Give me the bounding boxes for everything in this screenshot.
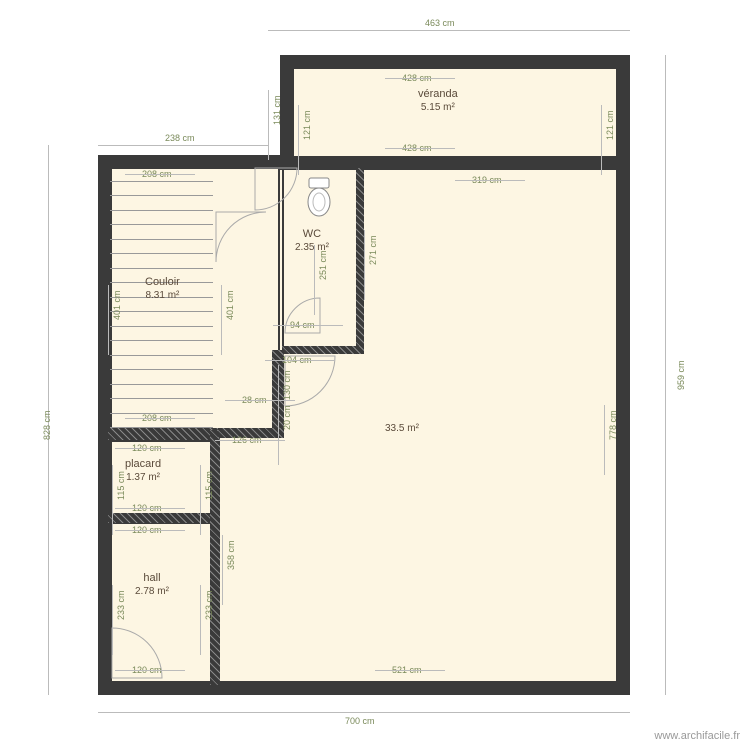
inner-dim-11: 271 cm <box>368 235 378 265</box>
wall-couloir-bottom <box>108 428 218 440</box>
door-3 <box>285 298 325 338</box>
hall-name: hall <box>143 572 160 584</box>
wall-hall-right <box>210 430 220 685</box>
hall-area: 2.78 m² <box>135 586 169 597</box>
couloir-area: 8.31 m² <box>145 290 179 301</box>
wall-placard-bottom <box>108 513 214 523</box>
dim-top-left: 238 cm <box>165 133 195 143</box>
toilet-fixture <box>305 178 333 218</box>
wc-name: WC <box>303 228 321 240</box>
door-2 <box>216 212 271 267</box>
inner-dim-7: 401 cm <box>112 290 122 320</box>
floorplan-canvas: 463 cm 238 cm 959 cm 828 cm 700 cm <box>0 0 750 750</box>
dim-top-full-line <box>268 30 630 31</box>
wall-veranda-bottom <box>280 158 630 168</box>
inner-dim-2: 121 cm <box>302 110 312 140</box>
label-veranda: véranda 5.15 m² <box>418 88 458 114</box>
dim-bottom-full-line <box>98 712 630 713</box>
dim-right-full-line <box>665 55 666 695</box>
placard-name: placard <box>125 458 161 470</box>
wall-veranda-top <box>280 55 630 67</box>
wall-left-ext <box>98 155 110 695</box>
inner-dim-25: 233 cm <box>204 590 214 620</box>
inner-dim-21: 115 cm <box>204 471 214 500</box>
inner-dim-16: 20 cm <box>282 405 292 430</box>
label-hall: hall 2.78 m² <box>135 572 169 598</box>
watermark: www.archifacile.fr <box>654 730 740 742</box>
inner-dim-26: 358 cm <box>226 540 236 570</box>
dim-top-left-line <box>98 145 268 146</box>
veranda-area: 5.15 m² <box>421 102 455 113</box>
main-area: 33.5 m² <box>385 423 419 434</box>
inner-dim-4: 131 cm <box>272 95 282 125</box>
dim-bottom-full: 700 cm <box>345 716 375 726</box>
dim-left-full: 828 cm <box>42 410 52 440</box>
inner-dim-8: 401 cm <box>225 290 235 320</box>
wall-veranda-right <box>618 55 630 695</box>
label-placard: placard 1.37 m² <box>125 458 161 484</box>
inner-dim-24: 233 cm <box>116 590 126 620</box>
inner-dim-14: 130 cm <box>282 370 292 400</box>
inner-dim-27: 778 cm <box>608 410 618 440</box>
wall-wc-right <box>356 168 364 350</box>
inner-dim-20: 115 cm <box>116 471 126 500</box>
veranda-name: véranda <box>418 88 458 100</box>
label-main: 33.5 m² <box>385 422 419 435</box>
dim-top-full: 463 cm <box>425 18 455 28</box>
dim-right-full: 959 cm <box>676 360 686 390</box>
door-1 <box>255 168 305 218</box>
wall-wc-bottom <box>282 346 364 354</box>
placard-area: 1.37 m² <box>126 472 160 483</box>
couloir-name: Couloir <box>145 276 180 288</box>
label-couloir: Couloir 8.31 m² <box>145 276 180 302</box>
inner-dim-9: 251 cm <box>318 250 328 280</box>
wall-bottom-ext <box>98 683 630 695</box>
wall-top-left-ext <box>98 155 290 167</box>
inner-dim-3: 121 cm <box>605 110 615 140</box>
